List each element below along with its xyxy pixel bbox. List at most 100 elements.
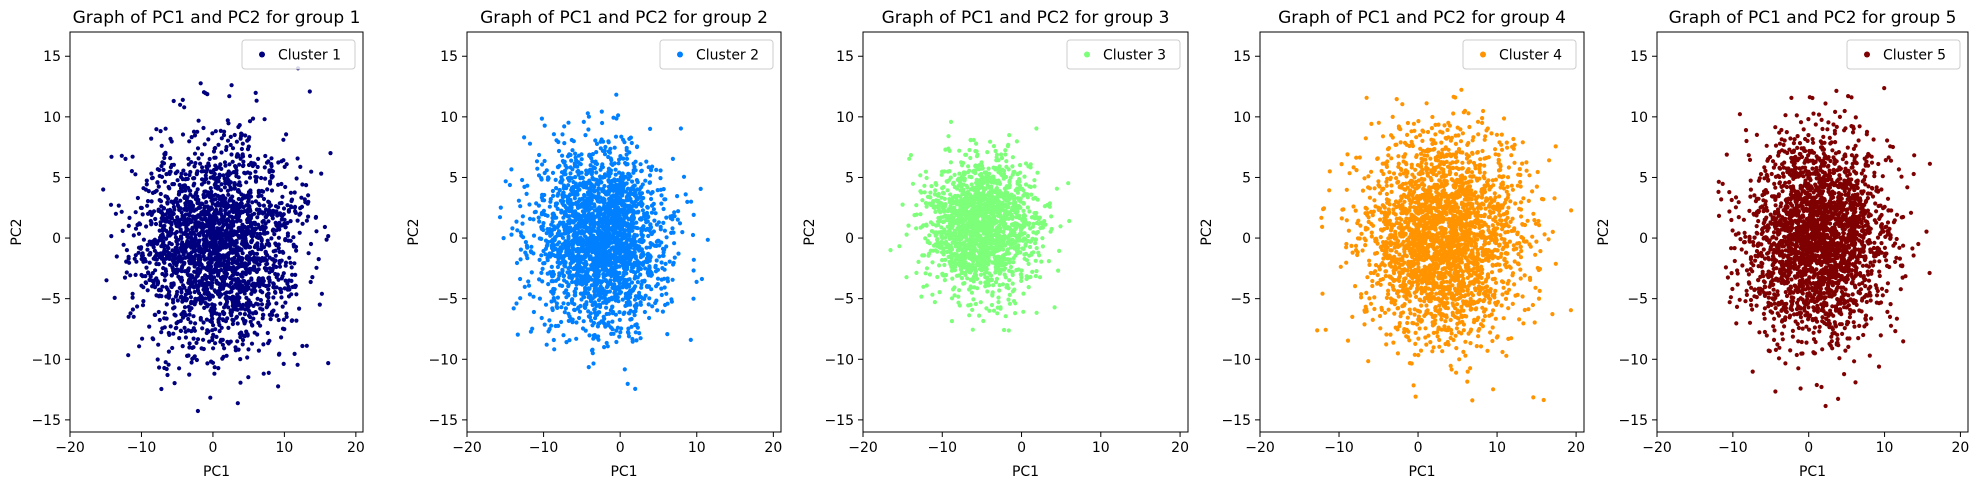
scatter-point	[591, 177, 596, 182]
scatter-point	[558, 198, 563, 203]
scatter-point	[226, 237, 231, 242]
scatter-point	[539, 116, 545, 121]
scatter-point	[178, 328, 183, 333]
scatter-point	[285, 281, 290, 286]
scatter-point	[276, 277, 281, 282]
scatter-point	[576, 153, 582, 158]
scatter-point	[256, 222, 261, 227]
scatter-point	[187, 285, 192, 290]
scatter-point	[224, 147, 229, 152]
scatter-point	[635, 280, 641, 285]
scatter-point	[193, 321, 198, 326]
scatter-point	[200, 326, 205, 331]
scatter-point	[293, 209, 298, 214]
scatter-point	[218, 162, 223, 167]
scatter-point	[208, 206, 213, 212]
scatter-point	[287, 255, 292, 260]
scatter-point	[202, 205, 207, 211]
scatter-point	[184, 222, 189, 227]
scatter-point	[209, 313, 214, 318]
scatter-point	[188, 243, 193, 248]
scatter-point	[283, 225, 288, 230]
scatter-point	[279, 181, 284, 187]
scatter-point	[129, 169, 134, 174]
scatter-point	[276, 384, 281, 389]
scatter-point	[180, 249, 185, 254]
scatter-point	[596, 291, 601, 296]
scatter-point	[209, 189, 214, 194]
scatter-point	[160, 284, 165, 289]
scatter-point	[190, 214, 195, 219]
scatter-point	[326, 361, 331, 366]
scatter-point	[596, 337, 601, 342]
scatter-point	[600, 189, 605, 194]
scatter-point	[518, 247, 524, 252]
scatter-point	[601, 201, 607, 206]
legend-label: Cluster 2	[696, 48, 759, 64]
scatter-point	[254, 310, 259, 316]
scatter-point	[192, 133, 198, 138]
scatter-point	[266, 291, 271, 296]
scatter-point	[561, 241, 567, 246]
scatter-point	[583, 254, 588, 260]
scatter-point	[166, 295, 171, 300]
scatter-point	[207, 213, 213, 218]
scatter-point	[234, 281, 239, 286]
scatter-point	[122, 275, 128, 280]
scatter-point	[171, 204, 176, 210]
scatter-point	[266, 287, 271, 292]
scatter-point	[599, 319, 604, 324]
scatter-point	[294, 176, 299, 181]
scatter-point	[230, 269, 235, 274]
scatter-point	[160, 242, 165, 247]
scatter-point	[233, 240, 238, 245]
scatter-point	[567, 175, 572, 180]
scatter-point	[642, 309, 648, 315]
scatter-point	[622, 231, 628, 236]
scatter-point	[206, 268, 211, 273]
scatter-point	[249, 232, 255, 238]
y-tick-label: −5	[40, 292, 61, 308]
scatter-point	[650, 190, 655, 195]
scatter-point	[545, 255, 550, 261]
scatter-point	[283, 260, 289, 265]
scatter-point	[319, 171, 324, 176]
scatter-point	[630, 339, 635, 344]
scatter-point	[289, 198, 294, 204]
scatter-point	[617, 258, 622, 263]
scatter-point	[207, 220, 212, 225]
scatter-point	[615, 205, 621, 210]
scatter-point	[587, 190, 592, 195]
scatter-point	[187, 172, 192, 178]
scatter-point	[604, 290, 609, 295]
scatter-point	[611, 331, 616, 336]
scatter-point	[625, 248, 630, 253]
scatter-point	[651, 229, 657, 234]
scatter-point	[574, 192, 579, 197]
scatter-point	[229, 152, 234, 157]
scatter-point	[542, 261, 547, 266]
scatter-point	[271, 295, 276, 300]
scatter-point	[676, 209, 681, 214]
scatter-point	[587, 178, 592, 183]
scatter-point	[230, 317, 235, 322]
scatter-point	[570, 167, 575, 172]
scatter-point	[583, 285, 588, 291]
scatter-point	[546, 239, 551, 245]
scatter-point	[201, 337, 206, 342]
scatter-point	[238, 156, 243, 161]
scatter-point	[176, 204, 181, 209]
scatter-point	[266, 199, 271, 204]
scatter-point	[255, 215, 260, 220]
scatter-point	[510, 226, 515, 231]
legend-marker	[259, 51, 265, 58]
scatter-point	[131, 314, 136, 319]
scatter-point	[156, 184, 161, 189]
scatter-point	[244, 180, 249, 185]
scatter-point	[628, 258, 633, 263]
scatter-point	[256, 276, 261, 281]
scatter-point	[220, 241, 225, 246]
x-axis-label: PC1	[203, 464, 230, 480]
scatter-point	[208, 252, 213, 257]
scatter-point	[230, 194, 235, 199]
